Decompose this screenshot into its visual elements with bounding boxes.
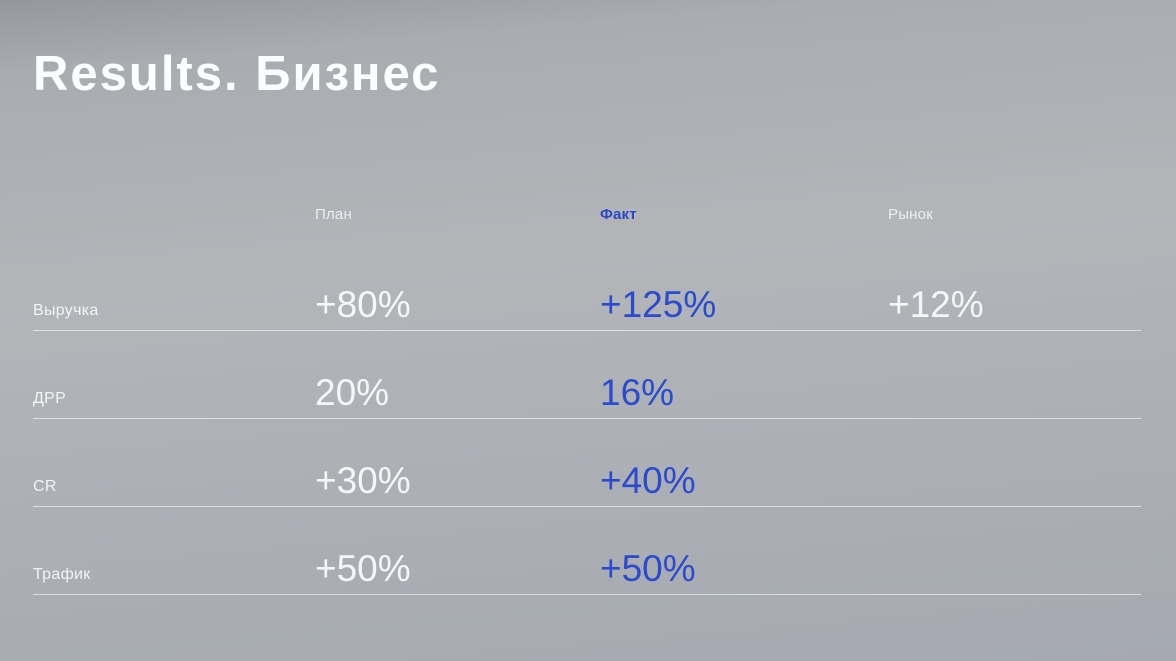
fact-value: +40% bbox=[600, 460, 696, 501]
plan-value: 20% bbox=[315, 372, 390, 413]
column-header-plan: План bbox=[315, 206, 352, 223]
table-row-traffic: Трафик +50% +50% bbox=[33, 507, 1141, 595]
fact-value: +50% bbox=[600, 548, 696, 589]
results-table: План Факт Рынок Выручка +80% +125% +12% … bbox=[33, 203, 1141, 595]
fact-value: +125% bbox=[600, 284, 717, 325]
plan-value: +50% bbox=[315, 548, 411, 589]
table-row-cr: CR +30% +40% bbox=[33, 419, 1141, 507]
row-label: ДРР bbox=[33, 390, 67, 407]
table-row-revenue: Выручка +80% +125% +12% bbox=[33, 227, 1141, 331]
table-row-drr: ДРР 20% 16% bbox=[33, 331, 1141, 419]
plan-value: +80% bbox=[315, 284, 411, 325]
row-label: Выручка bbox=[33, 302, 99, 319]
market-value: +12% bbox=[888, 284, 984, 325]
row-label: Трафик bbox=[33, 566, 91, 583]
table-header-row: План Факт Рынок bbox=[33, 203, 1141, 227]
fact-value: 16% bbox=[600, 372, 675, 413]
plan-value: +30% bbox=[315, 460, 411, 501]
column-header-market: Рынок bbox=[888, 206, 933, 223]
column-header-fact: Факт bbox=[600, 206, 637, 223]
slide-title: Results. Бизнес bbox=[33, 47, 441, 101]
row-label: CR bbox=[33, 478, 57, 495]
